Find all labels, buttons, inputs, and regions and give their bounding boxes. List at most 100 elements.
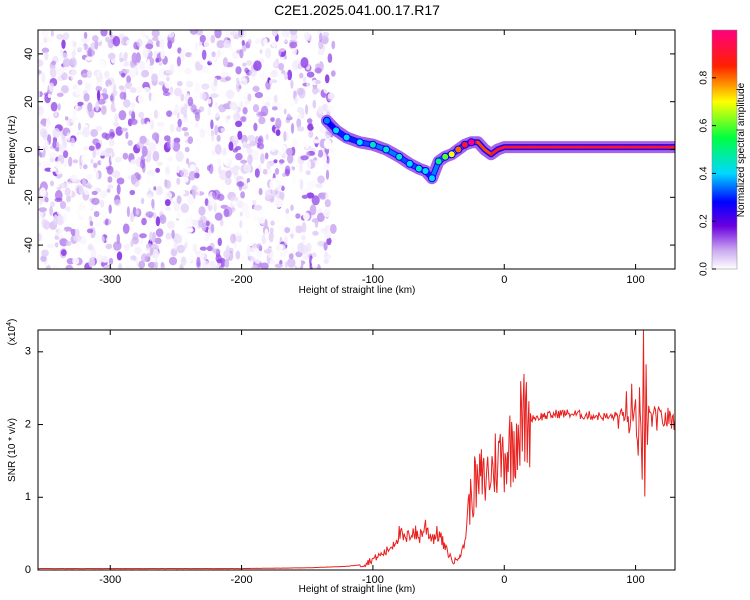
heatmap-noise-cell <box>164 191 173 200</box>
heatmap-noise-cell <box>284 261 288 268</box>
heatmap-noise-cell <box>322 162 330 171</box>
heatmap-noise-cell <box>275 117 282 129</box>
heatmap-noise-cell <box>297 242 305 253</box>
heatmap-x-axis-label: Height of straight line (km) <box>299 285 416 296</box>
heatmap-noise-cell <box>230 233 236 244</box>
heatmap-noise-cell <box>226 89 235 99</box>
heatmap-noise-cell <box>269 259 275 265</box>
heatmap-noise-cell <box>264 101 271 108</box>
heatmap-noise-cell <box>283 235 288 246</box>
heatmap-noise-cell <box>135 86 143 94</box>
heatmap-noise-cell <box>269 79 273 84</box>
heatmap-noise-cell <box>266 163 271 170</box>
heatmap-noise-cell <box>38 59 44 67</box>
heatmap-noise-cell <box>65 240 72 246</box>
heatmap-noise-cell <box>176 125 182 132</box>
heatmap-noise-cell <box>130 102 136 109</box>
heatmap-noise-cell <box>290 185 294 196</box>
heatmap-noise-cell <box>159 214 167 224</box>
heatmap-noise-cell <box>290 204 294 211</box>
heatmap-noise-cell <box>180 256 187 266</box>
heatmap-noise-cell <box>164 206 172 211</box>
heatmap-noise-cell <box>306 192 315 199</box>
heatmap-noise-cell <box>264 228 269 239</box>
heatmap-noise-cell <box>130 159 137 165</box>
heatmap-noise-cell <box>236 181 245 187</box>
heatmap-noise-cell <box>324 199 331 208</box>
heatmap-noise-cell <box>96 149 100 156</box>
heatmap-noise-cell <box>284 35 288 44</box>
heatmap-x-tick-label: -100 <box>362 274 384 286</box>
heatmap-noise-cell <box>241 224 250 231</box>
heatmap-noise-cell <box>212 248 221 254</box>
heatmap-noise-cell <box>319 32 323 43</box>
heatmap-noise-cell <box>69 209 77 214</box>
heatmap-noise-cell <box>166 110 173 117</box>
heatmap-noise-cell <box>330 70 336 77</box>
heatmap-noise-cell <box>241 202 249 213</box>
heatmap-noise-cell <box>224 30 230 38</box>
heatmap-noise-cell <box>307 123 314 131</box>
heatmap-noise-cell <box>158 262 161 267</box>
heatmap-noise-cell <box>201 83 210 90</box>
heatmap-noise-cell <box>199 91 207 101</box>
heatmap-signal-point <box>414 164 423 173</box>
heatmap-noise-cell <box>139 236 144 245</box>
heatmap-signal-point <box>447 150 456 159</box>
heatmap-noise-cell <box>273 60 279 68</box>
heatmap-noise-cell <box>119 57 124 63</box>
heatmap-noise-cell <box>75 85 81 96</box>
heatmap-noise-cell <box>97 60 106 68</box>
heatmap-noise-cell <box>322 31 330 38</box>
heatmap-noise-cell <box>41 30 49 38</box>
heatmap-noise-cell <box>74 104 79 111</box>
heatmap-signal-point <box>405 159 414 168</box>
heatmap-noise-cell <box>242 141 247 149</box>
heatmap-noise-cell <box>151 30 160 38</box>
heatmap-noise-cell <box>60 48 64 57</box>
heatmap-noise-cell <box>187 96 194 107</box>
heatmap-noise-cell <box>317 175 325 184</box>
heatmap-noise-cell <box>64 187 71 197</box>
heatmap-noise-cell <box>167 40 173 49</box>
heatmap-noise-cell <box>166 241 174 246</box>
heatmap-noise-cell <box>176 165 180 174</box>
heatmap-noise-cell <box>270 220 275 226</box>
heatmap-noise-cell <box>38 161 42 167</box>
heatmap-noise-cell <box>112 90 118 96</box>
heatmap-noise-cell <box>102 88 108 94</box>
heatmap-noise-cell <box>38 70 42 75</box>
heatmap-noise-cell <box>159 202 165 210</box>
heatmap-noise-cell <box>123 243 131 251</box>
heatmap-noise-cell <box>268 138 277 147</box>
heatmap-noise-cell <box>194 82 200 94</box>
heatmap-noise-cell <box>296 126 305 132</box>
heatmap-noise-cell <box>56 33 64 40</box>
heatmap-noise-cell <box>236 81 241 93</box>
heatmap-noise-cell <box>247 154 253 165</box>
heatmap-noise-cell <box>257 137 262 143</box>
heatmap-noise-cell <box>268 169 272 175</box>
heatmap-y-ticks: -40 -20 0 20 40 <box>23 48 675 253</box>
heatmap-noise-cell <box>314 67 322 74</box>
heatmap-noise-cell <box>66 206 71 213</box>
heatmap-noise-cell <box>214 30 222 39</box>
heatmap-noise-cell <box>229 101 238 111</box>
heatmap-noise-cell <box>89 220 94 227</box>
heatmap-noise-cell <box>305 104 309 115</box>
heatmap-noise-cell <box>193 95 198 101</box>
heatmap-noise-cell <box>255 230 261 239</box>
heatmap-noise-cell <box>217 237 222 247</box>
heatmap-noise-cell <box>221 49 225 56</box>
heatmap-noise-cell <box>198 206 206 216</box>
heatmap-noise-cell <box>260 63 268 73</box>
heatmap-noise-cell <box>244 163 252 173</box>
heatmap-noise-cell <box>147 261 156 269</box>
snr-y-ticks: 0 1 2 3 <box>25 346 675 576</box>
heatmap-noise-cell <box>325 169 330 180</box>
heatmap-noise-cell <box>122 223 130 234</box>
svg-text:(x104): (x104) <box>6 319 18 346</box>
heatmap-noise-cell <box>311 256 319 267</box>
heatmap-noise-cell <box>155 228 164 238</box>
heatmap-noise-cell <box>323 84 332 94</box>
